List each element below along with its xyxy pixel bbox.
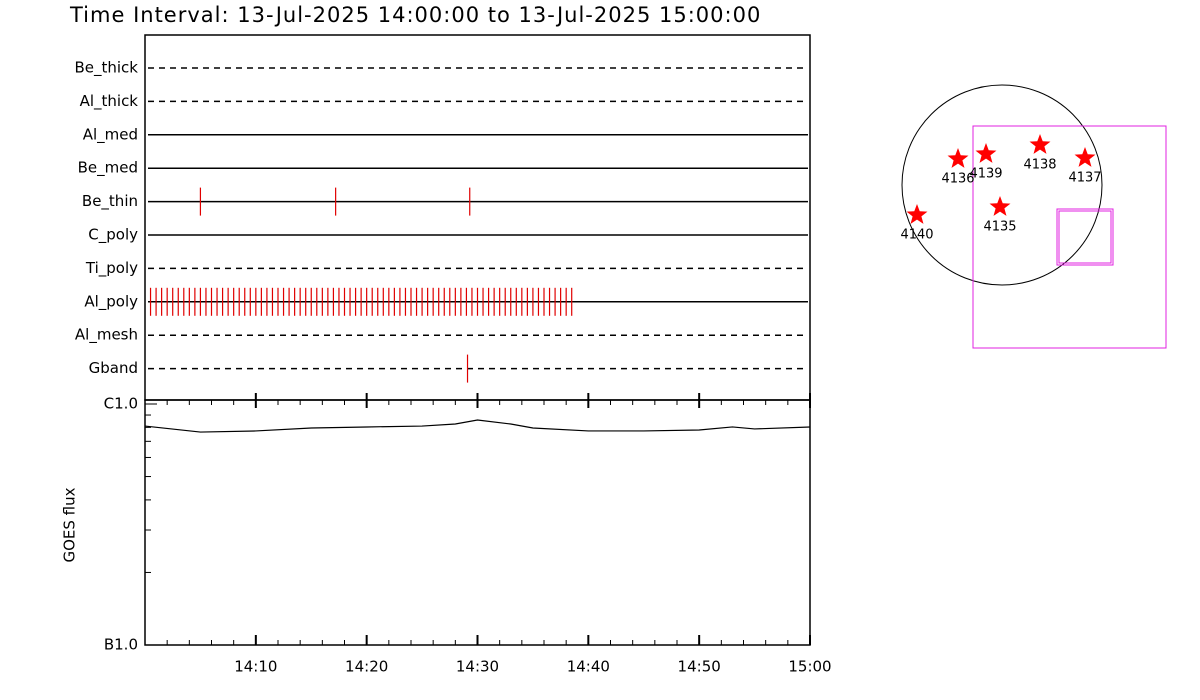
- y-axis-label: GOES flux: [61, 487, 79, 562]
- filter-label: Be_thick: [74, 59, 138, 78]
- x-tick-label: 14:40: [567, 658, 610, 676]
- x-tick-label: 15:00: [788, 658, 831, 676]
- y-tick-label: C1.0: [104, 395, 138, 413]
- region-star: [989, 196, 1011, 216]
- region-star: [1074, 147, 1096, 167]
- region-label: 4139: [969, 167, 1002, 182]
- filter-label: Al_med: [83, 125, 138, 144]
- region-label: 4138: [1023, 158, 1056, 173]
- region-label: 4135: [983, 220, 1016, 235]
- title: Time Interval: 13-Jul-2025 14:00:00 to 1…: [69, 3, 761, 27]
- region-label: 4136: [941, 172, 974, 187]
- filter-label: Al_mesh: [75, 326, 138, 345]
- region-star: [906, 204, 928, 224]
- panel-frame: [144, 34, 811, 401]
- x-tick-label: 14:20: [345, 658, 388, 676]
- y-tick-label: B1.0: [104, 636, 138, 654]
- filter-label: Gband: [89, 359, 138, 377]
- region-label: 4140: [900, 228, 933, 243]
- region-label: 4137: [1068, 171, 1101, 186]
- filter-label: Ti_poly: [85, 259, 138, 278]
- filter-label: Al_thick: [80, 92, 139, 111]
- filter-label: Be_thin: [82, 192, 138, 211]
- x-tick-label: 14:30: [456, 658, 499, 676]
- flux-line: [144, 419, 811, 433]
- filter-label: Al_poly: [84, 292, 138, 311]
- fov-box: [1058, 210, 1112, 264]
- x-tick-label: 14:10: [234, 658, 277, 676]
- region-star: [1029, 134, 1051, 154]
- fov-box: [972, 125, 1167, 349]
- x-tick-label: 14:50: [678, 658, 721, 676]
- filter-label: Be_med: [78, 159, 138, 178]
- fov-box: [1056, 208, 1114, 266]
- panel-frame: [144, 399, 811, 646]
- region-star: [947, 148, 969, 168]
- region-star: [975, 143, 997, 163]
- filter-label: C_poly: [88, 226, 138, 245]
- solar-disk: [901, 84, 1103, 286]
